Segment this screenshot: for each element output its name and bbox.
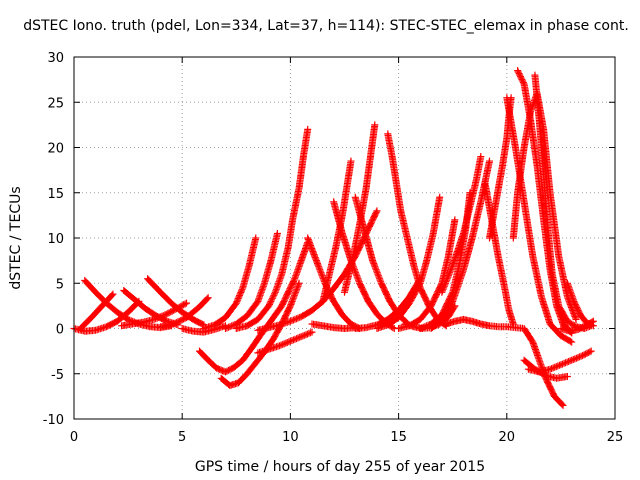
x-axis-title: GPS time / hours of day 255 of year 2015 [195, 459, 485, 475]
arc-series-11 [200, 234, 260, 332]
marker-path [118, 299, 191, 330]
y-tick-label: -10 [43, 413, 64, 428]
y-tick-label: 20 [47, 142, 64, 157]
arc-series-40 [557, 317, 597, 335]
marker-path [308, 320, 359, 332]
y-tick-label: 30 [47, 51, 64, 66]
arc-series-23 [384, 130, 450, 330]
arc-series-3 [77, 290, 117, 332]
x-tick-label: 10 [282, 430, 299, 445]
arc-series-29 [438, 153, 485, 296]
arc-series-14 [254, 328, 316, 357]
x-tick-labels: 0 5 10 15 20 25 [70, 430, 623, 445]
arc-series-12 [222, 229, 281, 332]
arc-series-28 [427, 157, 493, 332]
marker-path [178, 322, 229, 336]
x-tick-label: 5 [178, 430, 186, 445]
x-tick-label: 20 [499, 430, 516, 445]
y-tick-label: 15 [47, 187, 64, 202]
marker-path [557, 317, 597, 335]
marker-path [232, 125, 312, 332]
arc-series-38 [520, 356, 571, 382]
y-tick-label: 5 [56, 277, 64, 292]
arc-series-16 [308, 320, 359, 332]
marker-path [520, 356, 571, 382]
arc-series-7 [157, 294, 212, 331]
marker-path [503, 94, 576, 346]
arc-series-5 [118, 299, 191, 330]
arc-series-33 [503, 94, 576, 346]
y-tick-label: 25 [47, 96, 64, 111]
x-tick-label: 25 [607, 430, 624, 445]
y-axis-title: dSTEC / TECUs [8, 186, 24, 289]
marker-path [222, 229, 281, 332]
arc-series-30 [442, 315, 567, 409]
x-tick-label: 0 [70, 430, 78, 445]
y-tick-label: -5 [51, 368, 64, 383]
marker-path [427, 157, 493, 332]
chart-title: dSTEC Iono. truth (pdel, Lon=334, Lat=37… [23, 18, 629, 34]
y-tick-labels: -10 -5 0 5 10 15 20 25 30 [43, 51, 64, 428]
x-tick-label: 15 [390, 430, 407, 445]
marker-path [438, 153, 485, 296]
arc-series-31 [481, 180, 517, 328]
marker-path [481, 180, 517, 328]
arc-series-8 [178, 322, 229, 336]
y-tick-label: 0 [56, 323, 64, 338]
data-points [70, 67, 597, 409]
marker-path [77, 290, 117, 332]
marker-path [157, 294, 212, 331]
marker-path [200, 234, 260, 332]
arc-series-36 [531, 71, 595, 332]
arc-series-13 [232, 125, 312, 332]
marker-path [442, 315, 567, 409]
marker-path [531, 71, 595, 332]
marker-path [254, 328, 316, 357]
arc-series-24 [373, 193, 444, 332]
plot-frame [73, 56, 616, 420]
y-tick-label: 10 [47, 232, 64, 247]
marker-path [373, 193, 444, 332]
marker-path [384, 130, 450, 330]
arc-series-9 [196, 239, 312, 376]
marker-path [196, 239, 312, 376]
